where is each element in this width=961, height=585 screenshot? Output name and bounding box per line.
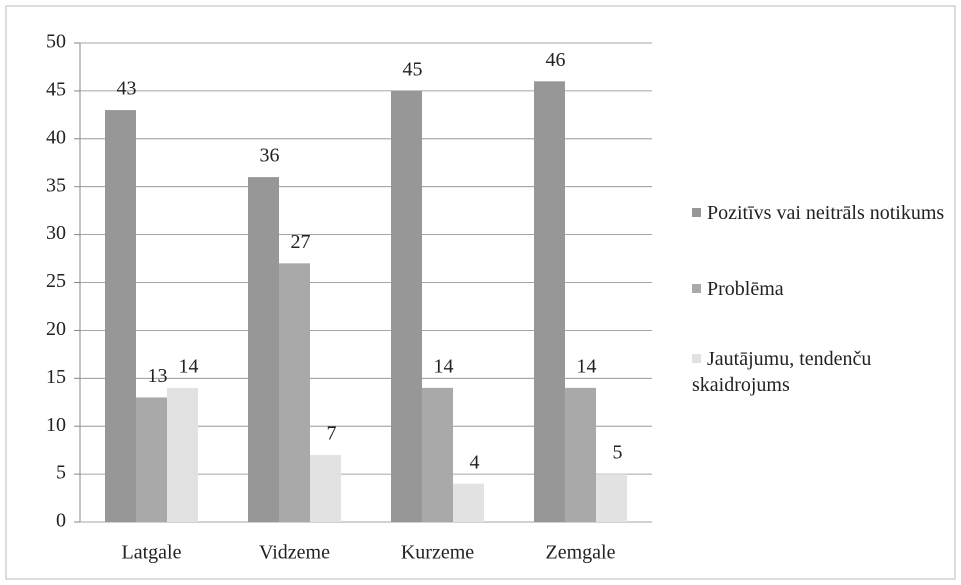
y-tick-label: 45: [46, 78, 66, 100]
data-label: 14: [179, 355, 199, 377]
data-label: 36: [260, 145, 280, 167]
data-label: 43: [117, 78, 137, 100]
data-label: 5: [613, 442, 623, 464]
bar: [596, 474, 627, 522]
bar: [167, 387, 198, 522]
x-tick-label: Zemgale: [546, 542, 616, 564]
data-label: 46: [546, 49, 566, 71]
bar: [422, 387, 453, 522]
y-tick-label: 50: [46, 31, 66, 53]
data-label: 45: [403, 58, 423, 80]
y-tick-label: 5: [56, 462, 66, 484]
legend-swatch: [692, 284, 701, 293]
y-tick-label: 20: [46, 318, 66, 340]
y-tick-label: 40: [46, 126, 66, 148]
bar: [391, 90, 422, 523]
bar: [565, 387, 596, 522]
y-tick-label: 30: [46, 222, 66, 244]
x-tick-label: Latgale: [122, 542, 182, 564]
chart-frame: [5, 5, 956, 580]
bar: [248, 177, 279, 522]
bar: [310, 454, 341, 522]
legend-item: Problēma: [692, 276, 952, 302]
y-tick-label: 0: [56, 510, 66, 532]
bar: [279, 263, 310, 522]
y-tick-label: 10: [46, 414, 66, 436]
y-tick-label: 25: [46, 270, 66, 292]
legend-swatch: [692, 208, 701, 217]
legend-swatch: [692, 354, 701, 363]
y-tick-label: 15: [46, 366, 66, 388]
data-label: 4: [470, 451, 480, 473]
bar: [534, 81, 565, 522]
bar: [136, 397, 167, 522]
legend-label: Jautājumu, tendenču skaidrojums: [692, 348, 872, 396]
y-tick-label: 35: [46, 174, 66, 196]
x-tick-label: Kurzeme: [401, 542, 474, 564]
legend-label: Pozitīvs vai neitrāls notikums: [707, 202, 945, 224]
bar: [453, 483, 484, 522]
data-label: 7: [327, 423, 337, 445]
data-label: 14: [577, 355, 597, 377]
data-label: 13: [148, 365, 168, 387]
bar: [105, 110, 136, 522]
x-tick-label: Vidzeme: [259, 542, 330, 564]
legend-item: Pozitīvs vai neitrāls notikums: [692, 200, 952, 226]
legend-label: Problēma: [707, 278, 784, 300]
data-label: 27: [291, 231, 311, 253]
legend-item: Jautājumu, tendenču skaidrojums: [692, 346, 952, 398]
data-label: 14: [434, 355, 454, 377]
